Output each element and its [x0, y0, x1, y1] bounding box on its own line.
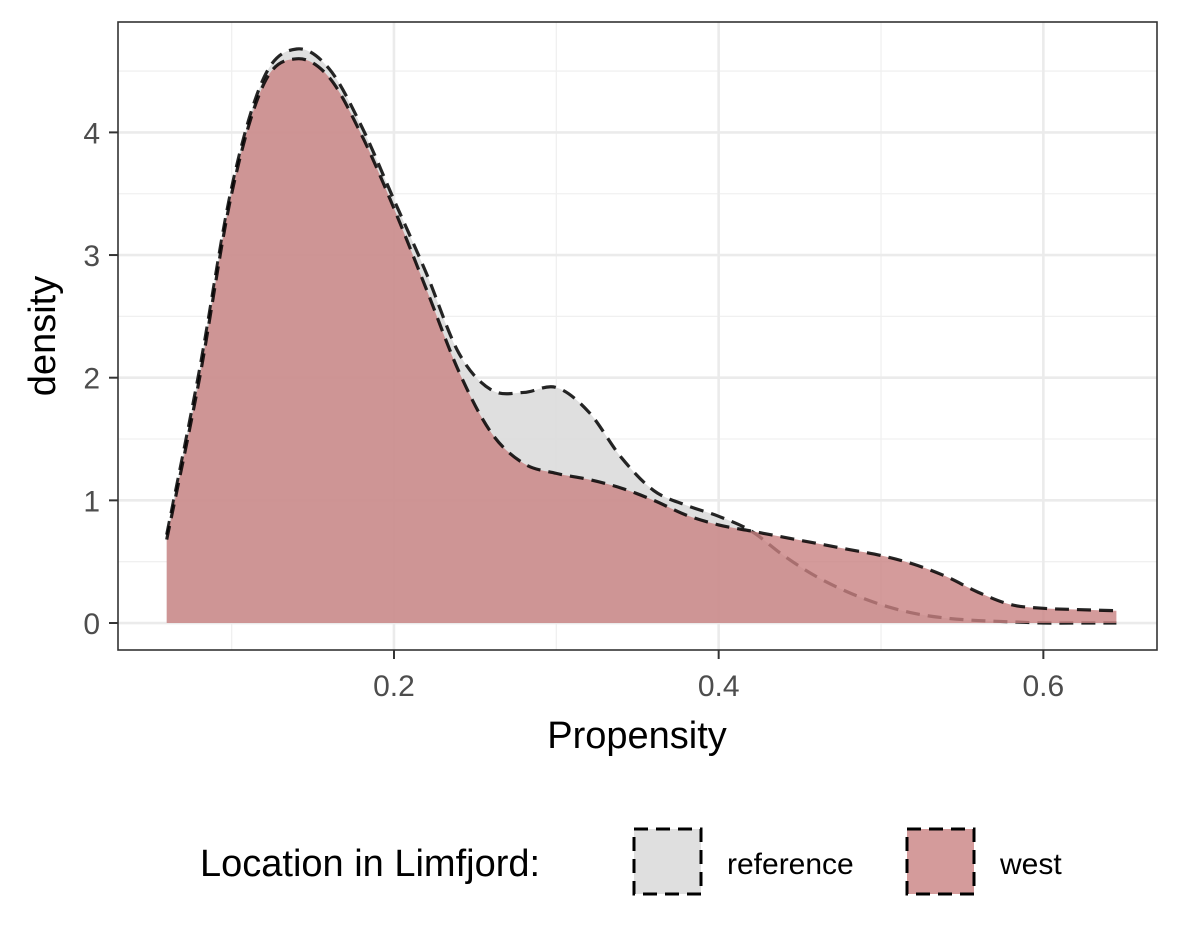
legend-title: Location in Limfjord: — [200, 843, 540, 885]
y-axis: 0 1 2 3 4 — [83, 117, 118, 641]
density-outline-west — [165, 57, 1117, 613]
panel-border — [117, 21, 1158, 651]
x-tick-label: 0.4 — [698, 670, 740, 703]
legend-key-reference — [632, 827, 703, 896]
density-areas — [165, 47, 1117, 625]
y-tick-label: 4 — [83, 117, 100, 150]
x-axis-title: Propensity — [547, 715, 727, 757]
plot-panel — [117, 21, 1158, 651]
x-axis: 0.2 0.4 0.6 — [373, 650, 1064, 703]
y-tick-label: 1 — [83, 485, 100, 518]
y-tick-label: 0 — [83, 608, 100, 641]
density-outline-reference — [165, 47, 1117, 625]
legend: Location in Limfjord: reference west — [200, 827, 1062, 896]
y-axis-title: density — [22, 276, 64, 396]
legend-key-west — [905, 827, 976, 896]
y-tick-label: 3 — [83, 240, 100, 273]
legend-label-west: west — [999, 848, 1062, 881]
legend-label-reference: reference — [727, 848, 854, 881]
y-tick-label: 2 — [83, 363, 100, 396]
x-tick-label: 0.6 — [1023, 670, 1065, 703]
density-area-west — [166, 58, 1117, 624]
x-tick-label: 0.2 — [373, 670, 415, 703]
